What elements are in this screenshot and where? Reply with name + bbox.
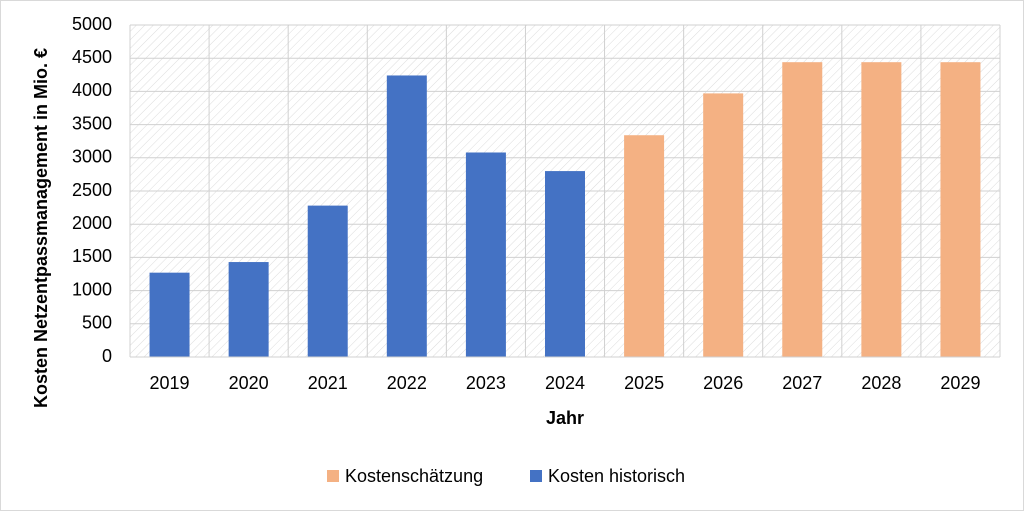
- x-tick-label: 2020: [229, 373, 269, 393]
- y-tick-label: 3500: [72, 113, 112, 133]
- x-tick-label: 2029: [940, 373, 980, 393]
- bar: [703, 93, 744, 357]
- bar: [465, 152, 506, 357]
- legend-swatch: [530, 470, 542, 482]
- legend-label: Kosten historisch: [548, 466, 685, 486]
- x-tick-label: 2027: [782, 373, 822, 393]
- legend-label: Kostenschätzung: [345, 466, 483, 486]
- bar: [307, 205, 348, 357]
- bar: [861, 62, 902, 358]
- x-tick-label: 2026: [703, 373, 743, 393]
- y-tick-label: 1000: [72, 279, 112, 299]
- x-tick-label: 2021: [308, 373, 348, 393]
- y-tick-label: 5000: [72, 14, 112, 34]
- bar: [940, 62, 981, 358]
- x-tick-label: 2023: [466, 373, 506, 393]
- y-tick-label: 500: [82, 313, 112, 333]
- y-tick-label: 3000: [72, 147, 112, 167]
- y-tick-label: 2000: [72, 213, 112, 233]
- bar: [228, 262, 269, 357]
- x-tick-label: 2022: [387, 373, 427, 393]
- legend-swatch: [327, 470, 339, 482]
- x-tick-label: 2024: [545, 373, 585, 393]
- bar: [386, 75, 427, 358]
- y-axis-label: Kosten Netzentpassmanagement in Mio. €: [31, 48, 51, 408]
- bar: [545, 171, 585, 357]
- bar: [149, 272, 190, 357]
- x-tick-label: 2019: [150, 373, 190, 393]
- x-axis-label: Jahr: [546, 408, 584, 428]
- bar: [782, 62, 823, 358]
- x-tick-label: 2025: [624, 373, 664, 393]
- y-tick-label: 4000: [72, 80, 112, 100]
- bar: [624, 135, 665, 357]
- y-tick-label: 0: [102, 346, 112, 366]
- y-tick-label: 4500: [72, 47, 112, 67]
- y-tick-label: 1500: [72, 246, 112, 266]
- y-tick-label: 2500: [72, 180, 112, 200]
- x-tick-label: 2028: [861, 373, 901, 393]
